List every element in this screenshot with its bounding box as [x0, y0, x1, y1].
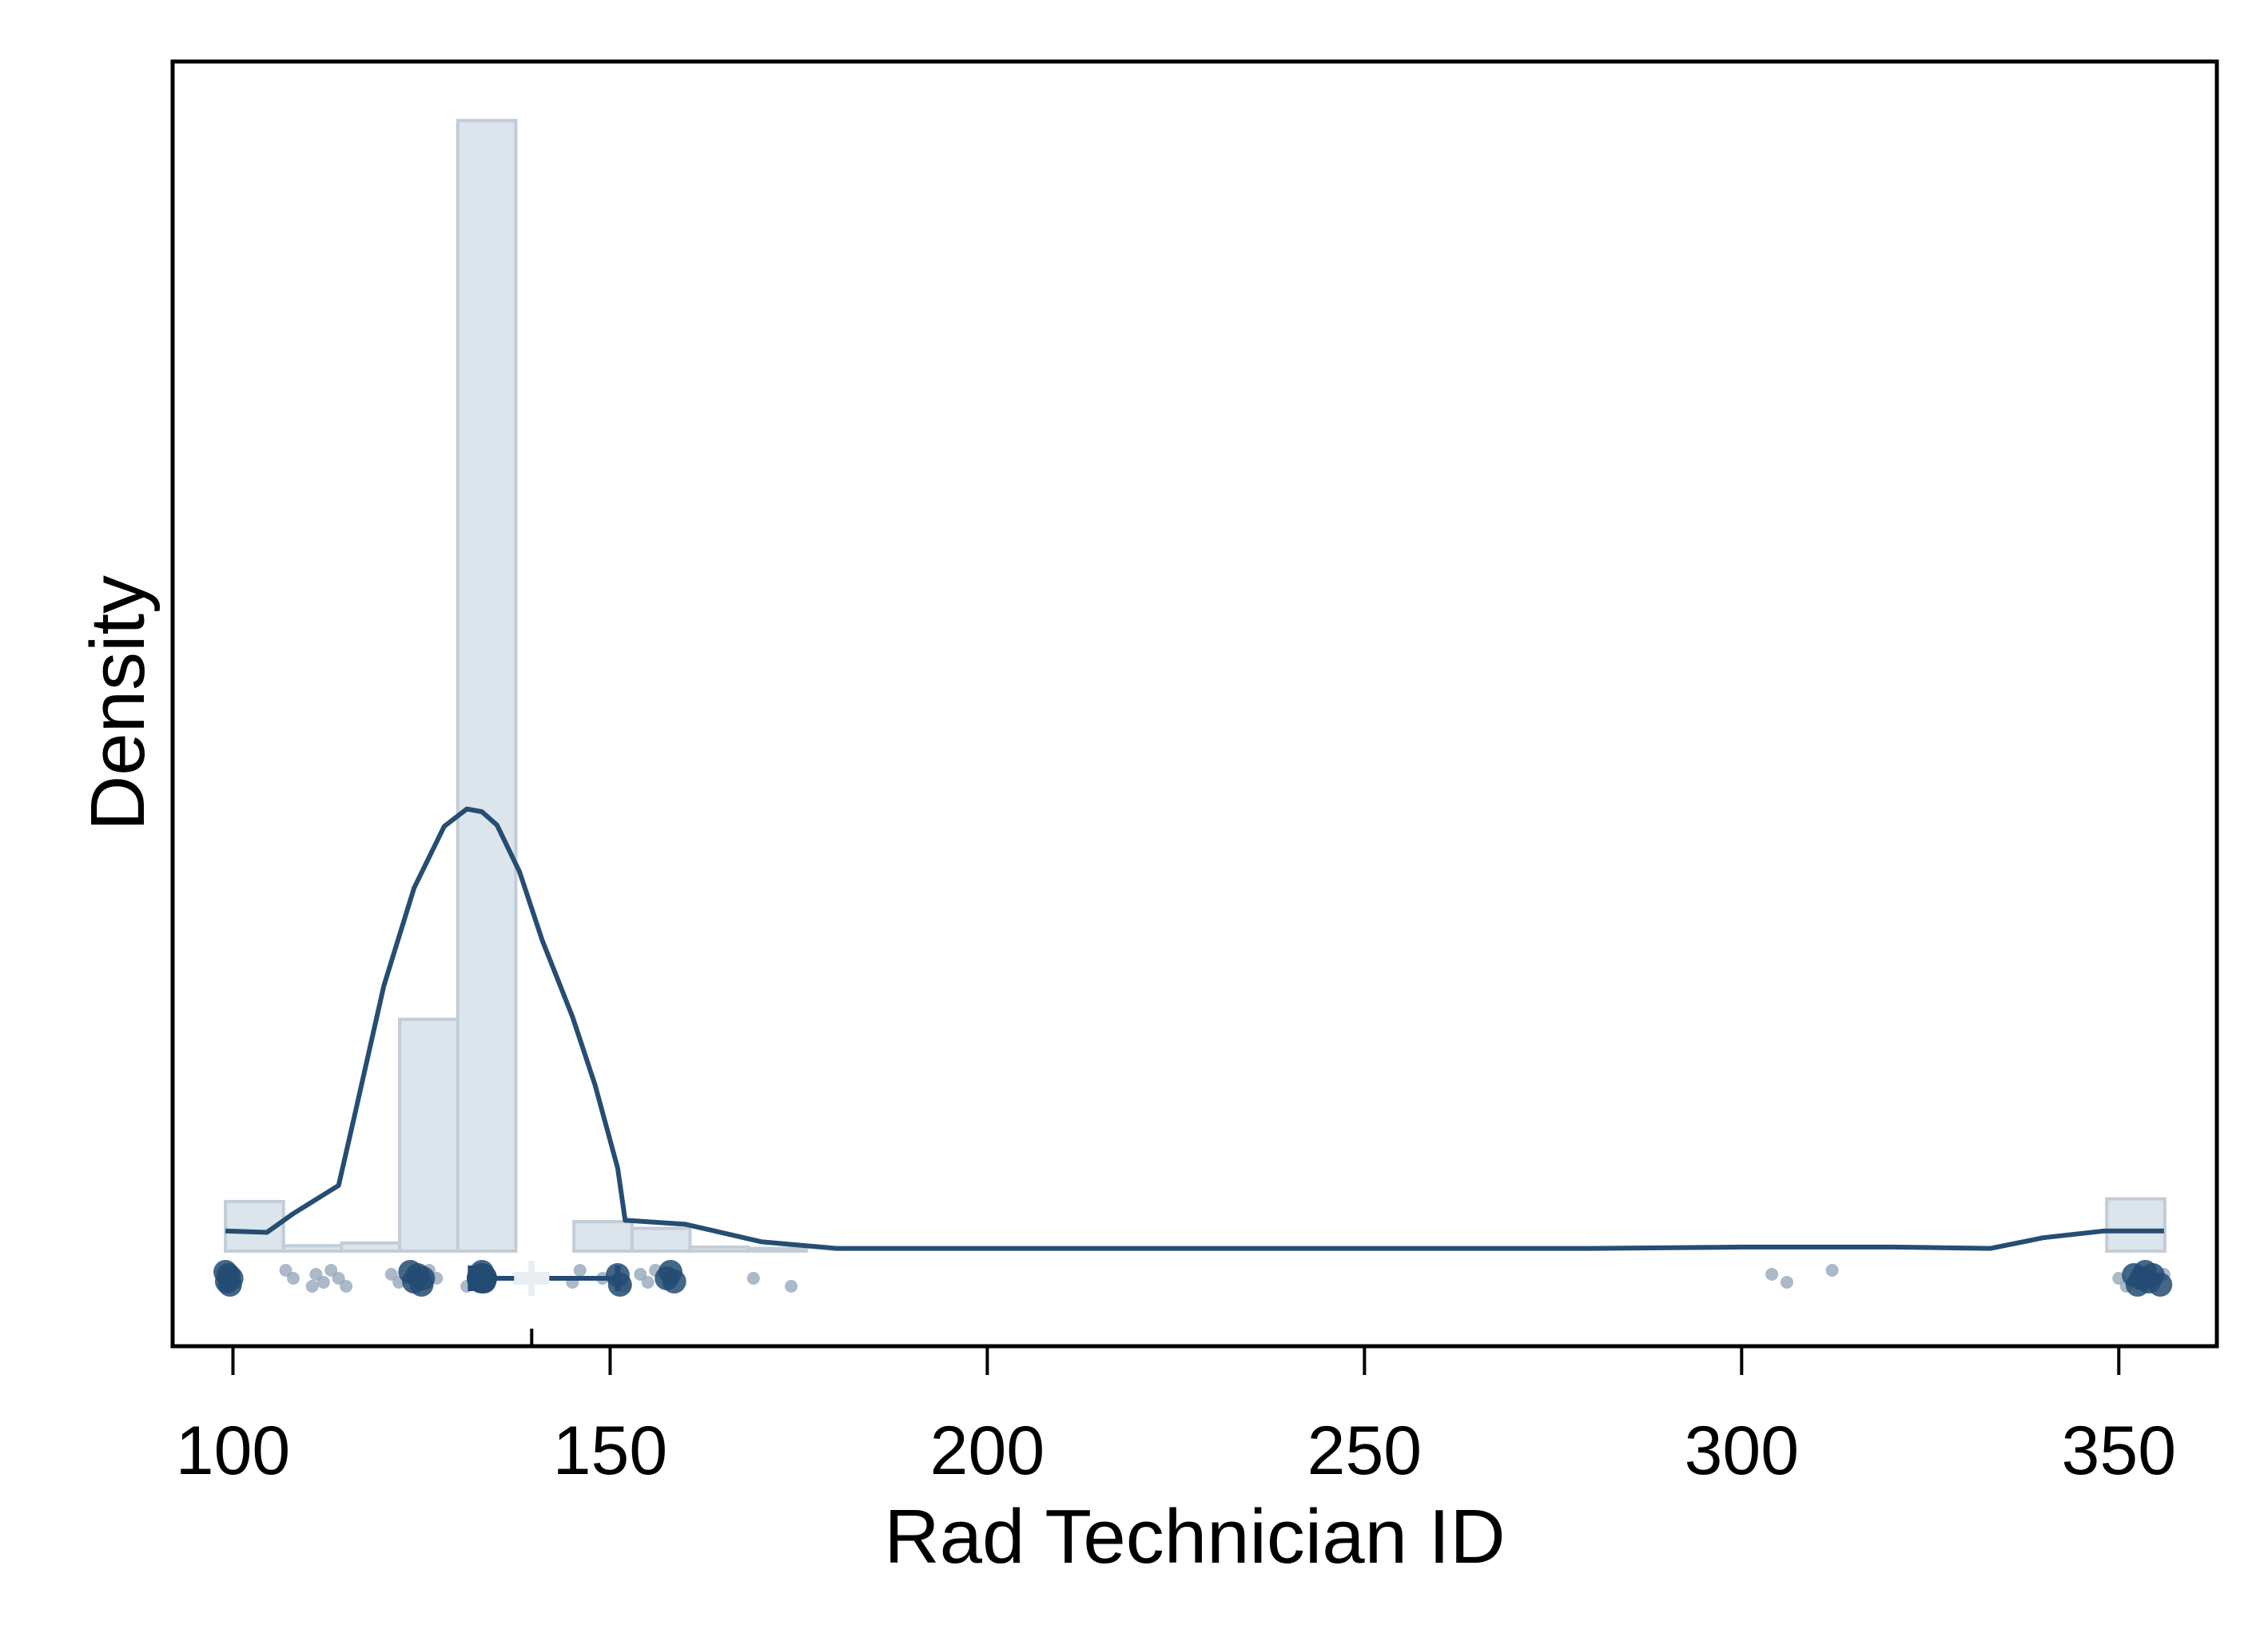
point-light-5: [324, 1264, 338, 1277]
point-light-7: [340, 1280, 353, 1293]
point-light-21: [746, 1272, 760, 1285]
x-tick-label-350: 350: [2062, 1413, 2177, 1489]
x-axis-label: Rad Technician ID: [884, 1494, 1505, 1579]
point-light-18: [634, 1268, 647, 1281]
box-mean-dot: [467, 1263, 498, 1293]
density-curve: [225, 806, 2164, 1251]
x-tick-label-300: 300: [1685, 1413, 1800, 1489]
histogram-bar-4: [456, 118, 518, 1253]
histogram-bar-2: [340, 1241, 402, 1253]
point-dark-16: [662, 1270, 686, 1293]
point-dark-4: [219, 1266, 244, 1290]
point-light-24: [1780, 1276, 1793, 1289]
plot-frame: [170, 59, 2219, 1349]
point-light-6: [332, 1272, 345, 1285]
histogram-bar-9: [746, 1246, 808, 1253]
point-light-0: [279, 1264, 292, 1277]
histogram-bars: [224, 118, 2167, 1253]
point-light-15: [573, 1264, 587, 1277]
x-tick-label-150: 150: [553, 1413, 668, 1489]
point-light-3: [309, 1268, 323, 1281]
histogram-bar-6: [572, 1220, 634, 1253]
histogram-bar-8: [688, 1245, 750, 1253]
x-tick-label-100: 100: [176, 1413, 291, 1489]
boxplot: [467, 1261, 621, 1346]
histogram-bar-7: [630, 1226, 692, 1253]
point-light-1: [287, 1272, 300, 1285]
point-dark-9: [411, 1266, 436, 1290]
x-axis-ticks: 100 150 200 250 300 350: [176, 1346, 2176, 1489]
point-light-4: [316, 1276, 330, 1289]
point-light-23: [1765, 1268, 1779, 1281]
point-light-8: [384, 1268, 398, 1281]
point-light-2: [305, 1280, 319, 1293]
x-tick-label-250: 250: [1307, 1413, 1422, 1489]
point-light-19: [641, 1276, 655, 1289]
histogram-bar-1: [281, 1244, 344, 1253]
point-dark-23: [2148, 1273, 2173, 1297]
point-light-22: [785, 1280, 798, 1293]
density-curve-group: [225, 806, 2164, 1251]
histogram-bar-10: [2105, 1197, 2167, 1253]
x-tick-label-200: 200: [930, 1413, 1045, 1489]
y-axis-label: Density: [75, 575, 161, 831]
histogram-bar-3: [398, 1017, 460, 1253]
point-light-25: [1825, 1264, 1839, 1277]
